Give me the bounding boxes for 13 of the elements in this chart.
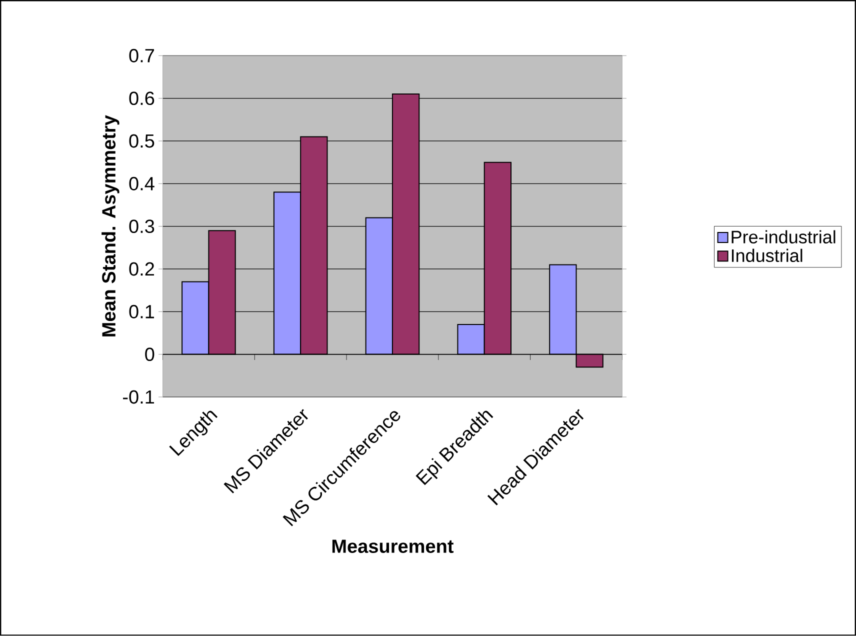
y-tick-label: 0.5 [129,134,154,148]
legend-label: Industrial [732,248,802,262]
y-tick-label: -0.1 [123,390,154,404]
y-tick-label: 0.7 [129,49,154,62]
y-tick-label: 0.3 [129,220,154,234]
y-tick-label: 0 [145,348,154,362]
legend-label: Pre-industrial [732,230,836,244]
y-tick-label: 0.4 [129,177,154,190]
y-tick-label: 0.2 [129,262,154,276]
y-tick-label: 0.1 [129,305,154,318]
x-axis-title: Measurement [332,540,454,554]
y-axis-title: Mean Stand. Asymmetry [102,115,120,336]
y-tick-label: 0.6 [129,92,154,106]
